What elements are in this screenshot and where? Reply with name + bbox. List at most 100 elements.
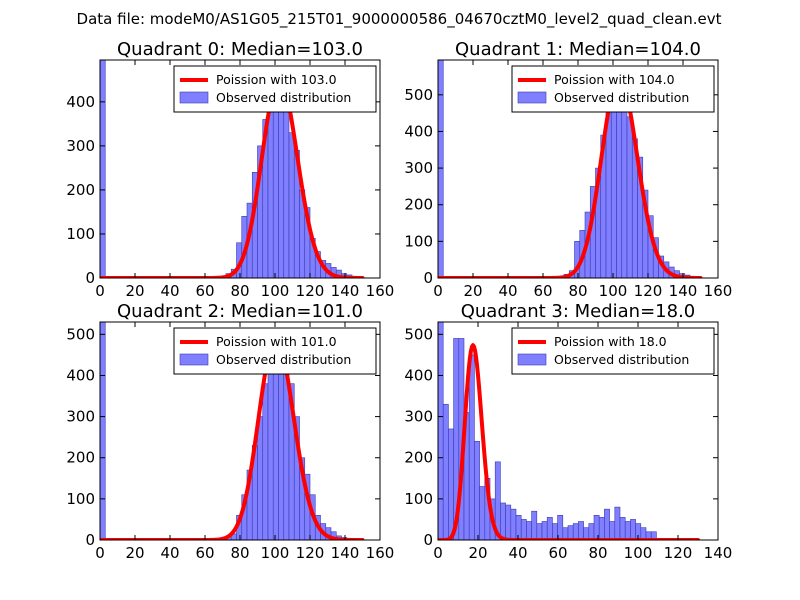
y-tick-label: 300	[404, 408, 433, 426]
y-tick-label: 0	[423, 269, 433, 287]
x-tick-label: 120	[634, 282, 663, 300]
histogram-bar	[624, 521, 631, 540]
x-tick-label: 40	[508, 544, 527, 562]
legend-box	[511, 65, 715, 113]
poisson-curve	[438, 75, 703, 278]
y-tick-label: 300	[66, 137, 95, 155]
histogram-bar	[598, 517, 605, 540]
y-tick-label: 400	[404, 122, 433, 140]
x-tick-label: 0	[95, 282, 105, 300]
plot-area	[100, 322, 365, 540]
subplot-quadrant-2: 0 20 40 60 80 100 120 140 160 0 100 200 300 400 500 Qua…	[66, 301, 394, 562]
y-tick-label: 400	[66, 366, 95, 384]
legend-box	[173, 65, 377, 113]
histogram-bar	[515, 515, 522, 540]
legend-label-observed: Observed distribution	[554, 352, 689, 367]
poisson-curve	[438, 343, 700, 540]
y-tick-label: 100	[404, 232, 433, 250]
subplot-title: Quadrant 1: Median=104.0	[455, 39, 701, 60]
histogram-bar	[605, 112, 612, 278]
subplot-quadrant-3: 0 20 40 60 80 100 120 140 0 100 200 300 400 500 Quadra…	[404, 301, 732, 562]
x-tick-label: 20	[125, 282, 144, 300]
histogram-bar	[100, 322, 106, 540]
subplot-title: Quadrant 2: Median=101.0	[117, 301, 363, 322]
histogram-bar	[567, 525, 574, 540]
histogram-bar	[630, 519, 636, 540]
x-tick-label: 40	[160, 282, 179, 300]
x-tick-label: 160	[366, 282, 395, 300]
subplot-title: Quadrant 3: Median=18.0	[461, 301, 696, 322]
legend-bar-swatch	[179, 353, 209, 366]
plot-area	[100, 60, 365, 278]
legend-label-poisson: Poission with 101.0	[216, 334, 337, 349]
histogram-bar	[541, 521, 548, 540]
y-tick-label: 0	[85, 531, 95, 549]
histogram-bar	[526, 521, 532, 540]
legend-label-poisson: Poission with 103.0	[216, 72, 337, 87]
x-tick-label: 120	[296, 544, 325, 562]
x-tick-label: 60	[195, 282, 214, 300]
x-tick-label: 0	[433, 544, 443, 562]
y-tick-label: 200	[66, 181, 95, 199]
legend-box	[511, 327, 715, 375]
histogram-bar	[510, 508, 517, 540]
x-tick-label: 80	[230, 282, 249, 300]
y-tick-label: 300	[404, 159, 433, 177]
legend-label-observed: Observed distribution	[216, 352, 351, 367]
poisson-curve	[100, 77, 365, 278]
y-tick-label: 0	[85, 269, 95, 287]
x-tick-label: 40	[498, 282, 517, 300]
histogram-bar	[448, 428, 454, 540]
y-tick-label: 100	[404, 490, 433, 508]
legend-bar-swatch	[179, 91, 209, 104]
x-tick-label: 100	[261, 282, 290, 300]
x-tick-label: 0	[95, 544, 105, 562]
x-tick-label: 120	[296, 282, 325, 300]
legend-label-observed: Observed distribution	[554, 90, 689, 105]
histogram-bar	[438, 322, 444, 540]
histogram-bar	[626, 116, 633, 278]
histogram-bar	[619, 517, 626, 540]
histogram-bar	[588, 523, 595, 540]
x-tick-label: 80	[568, 282, 587, 300]
x-tick-label: 60	[548, 544, 567, 562]
x-tick-label: 140	[669, 282, 698, 300]
y-tick-label: 200	[404, 449, 433, 467]
x-tick-label: 20	[463, 282, 482, 300]
x-tick-label: 60	[533, 282, 552, 300]
histogram-bar	[546, 517, 553, 540]
axes-frame	[437, 321, 719, 541]
x-tick-label: 0	[433, 282, 443, 300]
x-tick-label: 160	[366, 544, 395, 562]
histogram-bar	[531, 510, 538, 540]
histogram-bar	[267, 358, 274, 540]
histogram-bar	[474, 440, 480, 540]
x-tick-label: 80	[588, 544, 607, 562]
histogram-bar	[468, 354, 475, 540]
x-tick-label: 140	[704, 544, 733, 562]
legend: Poission with 101.0 Observed distribution	[173, 327, 377, 375]
legend-bar-swatch	[517, 353, 547, 366]
histogram-bar	[288, 132, 295, 278]
histogram-bar	[609, 521, 616, 540]
legend: Poission with 18.0 Observed distribution	[511, 327, 715, 375]
histogram-bar	[614, 506, 621, 540]
histogram-bar	[442, 403, 449, 540]
y-tick-label: 100	[66, 490, 95, 508]
histogram-bar	[610, 83, 617, 278]
y-tick-label: 500	[404, 86, 433, 104]
y-tick-label: 500	[66, 325, 95, 343]
legend-label-poisson: Poission with 18.0	[554, 334, 667, 349]
y-tick-label: 0	[423, 531, 433, 549]
y-tick-label: 200	[66, 449, 95, 467]
histogram-bar	[621, 94, 628, 278]
y-tick-label: 100	[66, 225, 95, 243]
legend-label-observed: Observed distribution	[216, 90, 351, 105]
x-tick-label: 100	[624, 544, 653, 562]
legend-bar-swatch	[517, 91, 547, 104]
poisson-curve	[100, 336, 365, 540]
legend-box	[173, 327, 377, 375]
histogram-bar	[500, 502, 506, 540]
histogram-bar	[494, 461, 501, 540]
